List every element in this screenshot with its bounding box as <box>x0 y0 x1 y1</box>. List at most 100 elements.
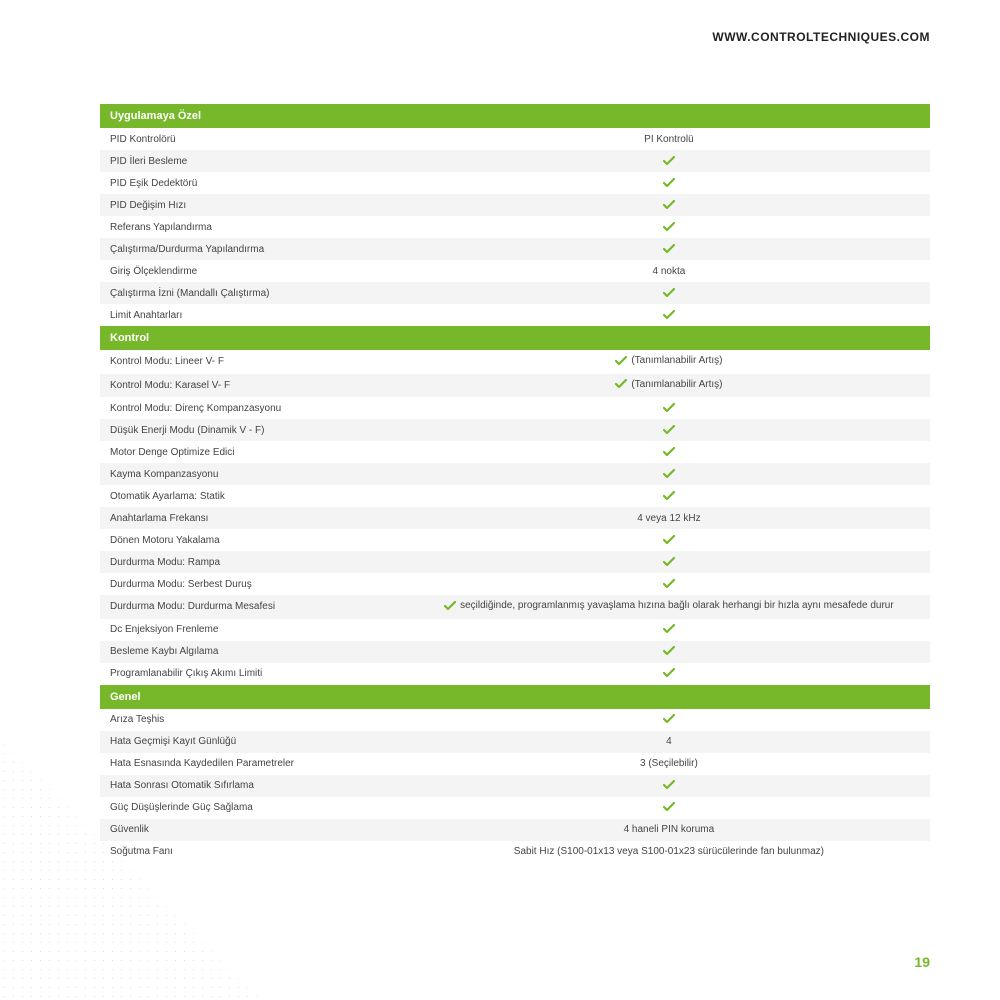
table-row: PID İleri Besleme <box>100 150 930 172</box>
check-icon <box>615 379 627 389</box>
table-row: Kontrol Modu: Lineer V- F(Tanımlanabilir… <box>100 350 930 374</box>
page-content: WWW.CONTROLTECHNIQUES.COM Uygulamaya Öze… <box>0 0 1000 903</box>
row-value <box>418 425 920 436</box>
row-value-inline: seçildiğinde, programlanmış yavaşlama hı… <box>444 600 894 611</box>
check-icon <box>663 579 675 589</box>
spec-table: Uygulamaya Özel PID Kontrolörü PI Kontrolü… <box>100 104 930 863</box>
row-value <box>418 557 920 568</box>
table-row: Güvenlik4 haneli PIN koruma <box>100 819 930 841</box>
row-value <box>418 222 920 233</box>
check-icon <box>663 156 675 166</box>
check-icon <box>663 557 675 567</box>
check-icon <box>663 403 675 413</box>
table-row: Limit Anahtarları <box>100 304 930 326</box>
row-label: Çalıştırma İzni (Mandallı Çalıştırma) <box>110 288 418 299</box>
row-label: Otomatik Ayarlama: Statik <box>110 491 418 502</box>
section-header: Kontrol <box>100 326 930 350</box>
row-value <box>418 244 920 255</box>
row-label: Motor Denge Optimize Edici <box>110 447 418 458</box>
check-icon <box>663 668 675 678</box>
check-icon <box>663 288 675 298</box>
row-value <box>418 403 920 414</box>
table-row: Düşük Enerji Modu (Dinamik V - F) <box>100 419 930 441</box>
table-row: Soğutma Fanı Sabit Hız (S100-01x13 veya S… <box>100 841 930 863</box>
row-value: (Tanımlanabilir Artış) <box>418 379 920 393</box>
row-label: PID Değişim Hızı <box>110 200 418 211</box>
check-icon <box>663 200 675 210</box>
row-value <box>418 447 920 458</box>
table-row: Hata Sonrası Otomatik Sıfırlama <box>100 775 930 797</box>
row-label: Güvenlik <box>110 824 418 835</box>
table-row: Programlanabilir Çıkış Akımı Limiti <box>100 663 930 685</box>
row-value <box>418 780 920 791</box>
row-label: Güç Düşüşlerinde Güç Sağlama <box>110 802 418 813</box>
check-icon <box>663 244 675 254</box>
row-value <box>418 646 920 657</box>
check-icon <box>663 310 675 320</box>
row-label: Hata Sonrası Otomatik Sıfırlama <box>110 780 418 791</box>
row-value <box>418 624 920 635</box>
check-icon <box>663 222 675 232</box>
section-header: Uygulamaya Özel <box>100 104 930 128</box>
row-value-text: 3 (Seçilebilir) <box>640 758 698 769</box>
check-icon <box>663 802 675 812</box>
row-value-text: (Tanımlanabilir Artış) <box>631 379 722 390</box>
check-icon <box>663 469 675 479</box>
table-row: Durdurma Modu: Serbest Duruş <box>100 573 930 595</box>
row-label: Hata Geçmişi Kayıt Günlüğü <box>110 736 418 747</box>
table-row: Giriş Ölçeklendirme4 nokta <box>100 260 930 282</box>
header-url: WWW.CONTROLTECHNIQUES.COM <box>100 30 930 44</box>
row-value: 4 veya 12 kHz <box>418 513 920 524</box>
row-value: 4 haneli PIN koruma <box>418 824 920 835</box>
row-label: Durdurma Modu: Durdurma Mesafesi <box>110 601 418 612</box>
row-label: Çalıştırma/Durdurma Yapılandırma <box>110 244 418 255</box>
row-value <box>418 668 920 679</box>
row-value <box>418 535 920 546</box>
row-label: PID Kontrolörü <box>110 134 418 145</box>
row-value-inline: (Tanımlanabilir Artış) <box>615 379 722 390</box>
table-row: Durdurma Modu: Rampa <box>100 551 930 573</box>
row-label: Soğutma Fanı <box>110 846 418 857</box>
table-row: Güç Düşüşlerinde Güç Sağlama <box>100 797 930 819</box>
row-value <box>418 310 920 321</box>
table-row: Dc Enjeksiyon Frenleme <box>100 619 930 641</box>
row-value: 3 (Seçilebilir) <box>418 758 920 769</box>
row-value: (Tanımlanabilir Artış) <box>418 355 920 369</box>
table-row: Çalıştırma İzni (Mandallı Çalıştırma) <box>100 282 930 304</box>
check-icon <box>663 624 675 634</box>
table-row: Kontrol Modu: Direnç Kompanzasyonu <box>100 397 930 419</box>
row-value <box>418 178 920 189</box>
row-value <box>418 579 920 590</box>
row-label: Durdurma Modu: Serbest Duruş <box>110 579 418 590</box>
row-label: Arıza Teşhis <box>110 714 418 725</box>
row-label: Referans Yapılandırma <box>110 222 418 233</box>
table-row: PID Eşik Dedektörü <box>100 172 930 194</box>
row-value-text: Sabit Hız (S100-01x13 veya S100-01x23 sü… <box>514 846 824 857</box>
row-label: PID İleri Besleme <box>110 156 418 167</box>
row-value: Sabit Hız (S100-01x13 veya S100-01x23 sü… <box>418 846 920 857</box>
row-label: Programlanabilir Çıkış Akımı Limiti <box>110 668 418 679</box>
table-row: Referans Yapılandırma <box>100 216 930 238</box>
row-label: Dönen Motoru Yakalama <box>110 535 418 546</box>
row-value-text: (Tanımlanabilir Artış) <box>631 355 722 366</box>
table-row: Hata Esnasında Kaydedilen Parametreler3 … <box>100 753 930 775</box>
row-value <box>418 802 920 813</box>
row-value <box>418 714 920 725</box>
table-row: Otomatik Ayarlama: Statik <box>100 485 930 507</box>
section-header: Genel <box>100 685 930 709</box>
table-row: Hata Geçmişi Kayıt Günlüğü4 <box>100 731 930 753</box>
row-label: Durdurma Modu: Rampa <box>110 557 418 568</box>
row-value: 4 <box>418 736 920 747</box>
row-value-inline: (Tanımlanabilir Artış) <box>615 355 722 366</box>
row-label: Dc Enjeksiyon Frenleme <box>110 624 418 635</box>
table-row: Kayma Kompanzasyonu <box>100 463 930 485</box>
table-row: Besleme Kaybı Algılama <box>100 641 930 663</box>
row-label: PID Eşik Dedektörü <box>110 178 418 189</box>
row-label: Besleme Kaybı Algılama <box>110 646 418 657</box>
check-icon <box>663 646 675 656</box>
table-row: Durdurma Modu: Durdurma Mesafesi seçildiğ… <box>100 595 930 619</box>
check-icon <box>663 714 675 724</box>
table-row: Anahtarlama Frekansı4 veya 12 kHz <box>100 507 930 529</box>
row-value-text: PI Kontrolü <box>644 134 693 145</box>
row-label: Anahtarlama Frekansı <box>110 513 418 524</box>
